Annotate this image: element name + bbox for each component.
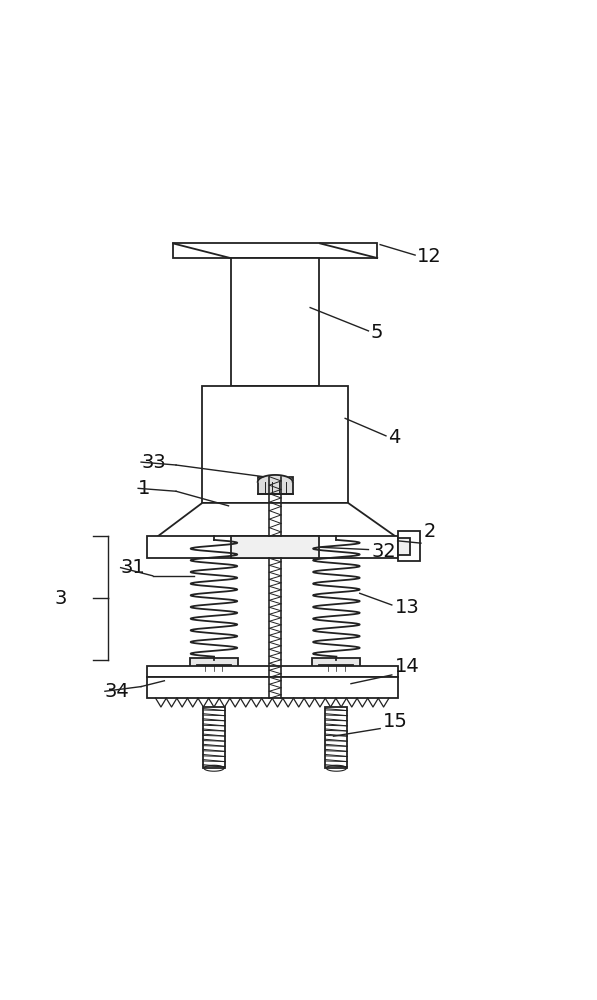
Text: 5: 5 xyxy=(371,323,383,342)
Bar xyxy=(319,665,353,671)
Polygon shape xyxy=(258,475,293,482)
Bar xyxy=(147,666,398,677)
Bar xyxy=(203,707,225,768)
Text: 32: 32 xyxy=(371,542,396,561)
Text: 15: 15 xyxy=(383,712,408,731)
Text: 2: 2 xyxy=(424,522,436,541)
Text: 33: 33 xyxy=(141,453,166,472)
Bar xyxy=(147,536,398,558)
Bar xyxy=(173,243,377,258)
Polygon shape xyxy=(156,503,398,538)
Text: 34: 34 xyxy=(105,682,130,701)
Bar xyxy=(232,536,319,558)
Text: 4: 4 xyxy=(387,428,400,447)
Text: 31: 31 xyxy=(121,558,146,577)
Text: 12: 12 xyxy=(417,247,442,266)
Bar xyxy=(190,658,238,667)
Bar xyxy=(258,477,293,494)
Bar xyxy=(398,538,411,555)
Bar xyxy=(197,665,231,671)
Text: 13: 13 xyxy=(395,598,420,617)
Bar xyxy=(232,258,319,386)
Bar xyxy=(325,707,347,768)
Bar xyxy=(202,386,348,503)
Text: 14: 14 xyxy=(395,657,420,676)
Bar xyxy=(398,531,420,561)
Text: 1: 1 xyxy=(138,479,150,498)
Bar xyxy=(147,677,398,698)
Bar xyxy=(312,658,361,667)
Text: 3: 3 xyxy=(55,589,67,608)
